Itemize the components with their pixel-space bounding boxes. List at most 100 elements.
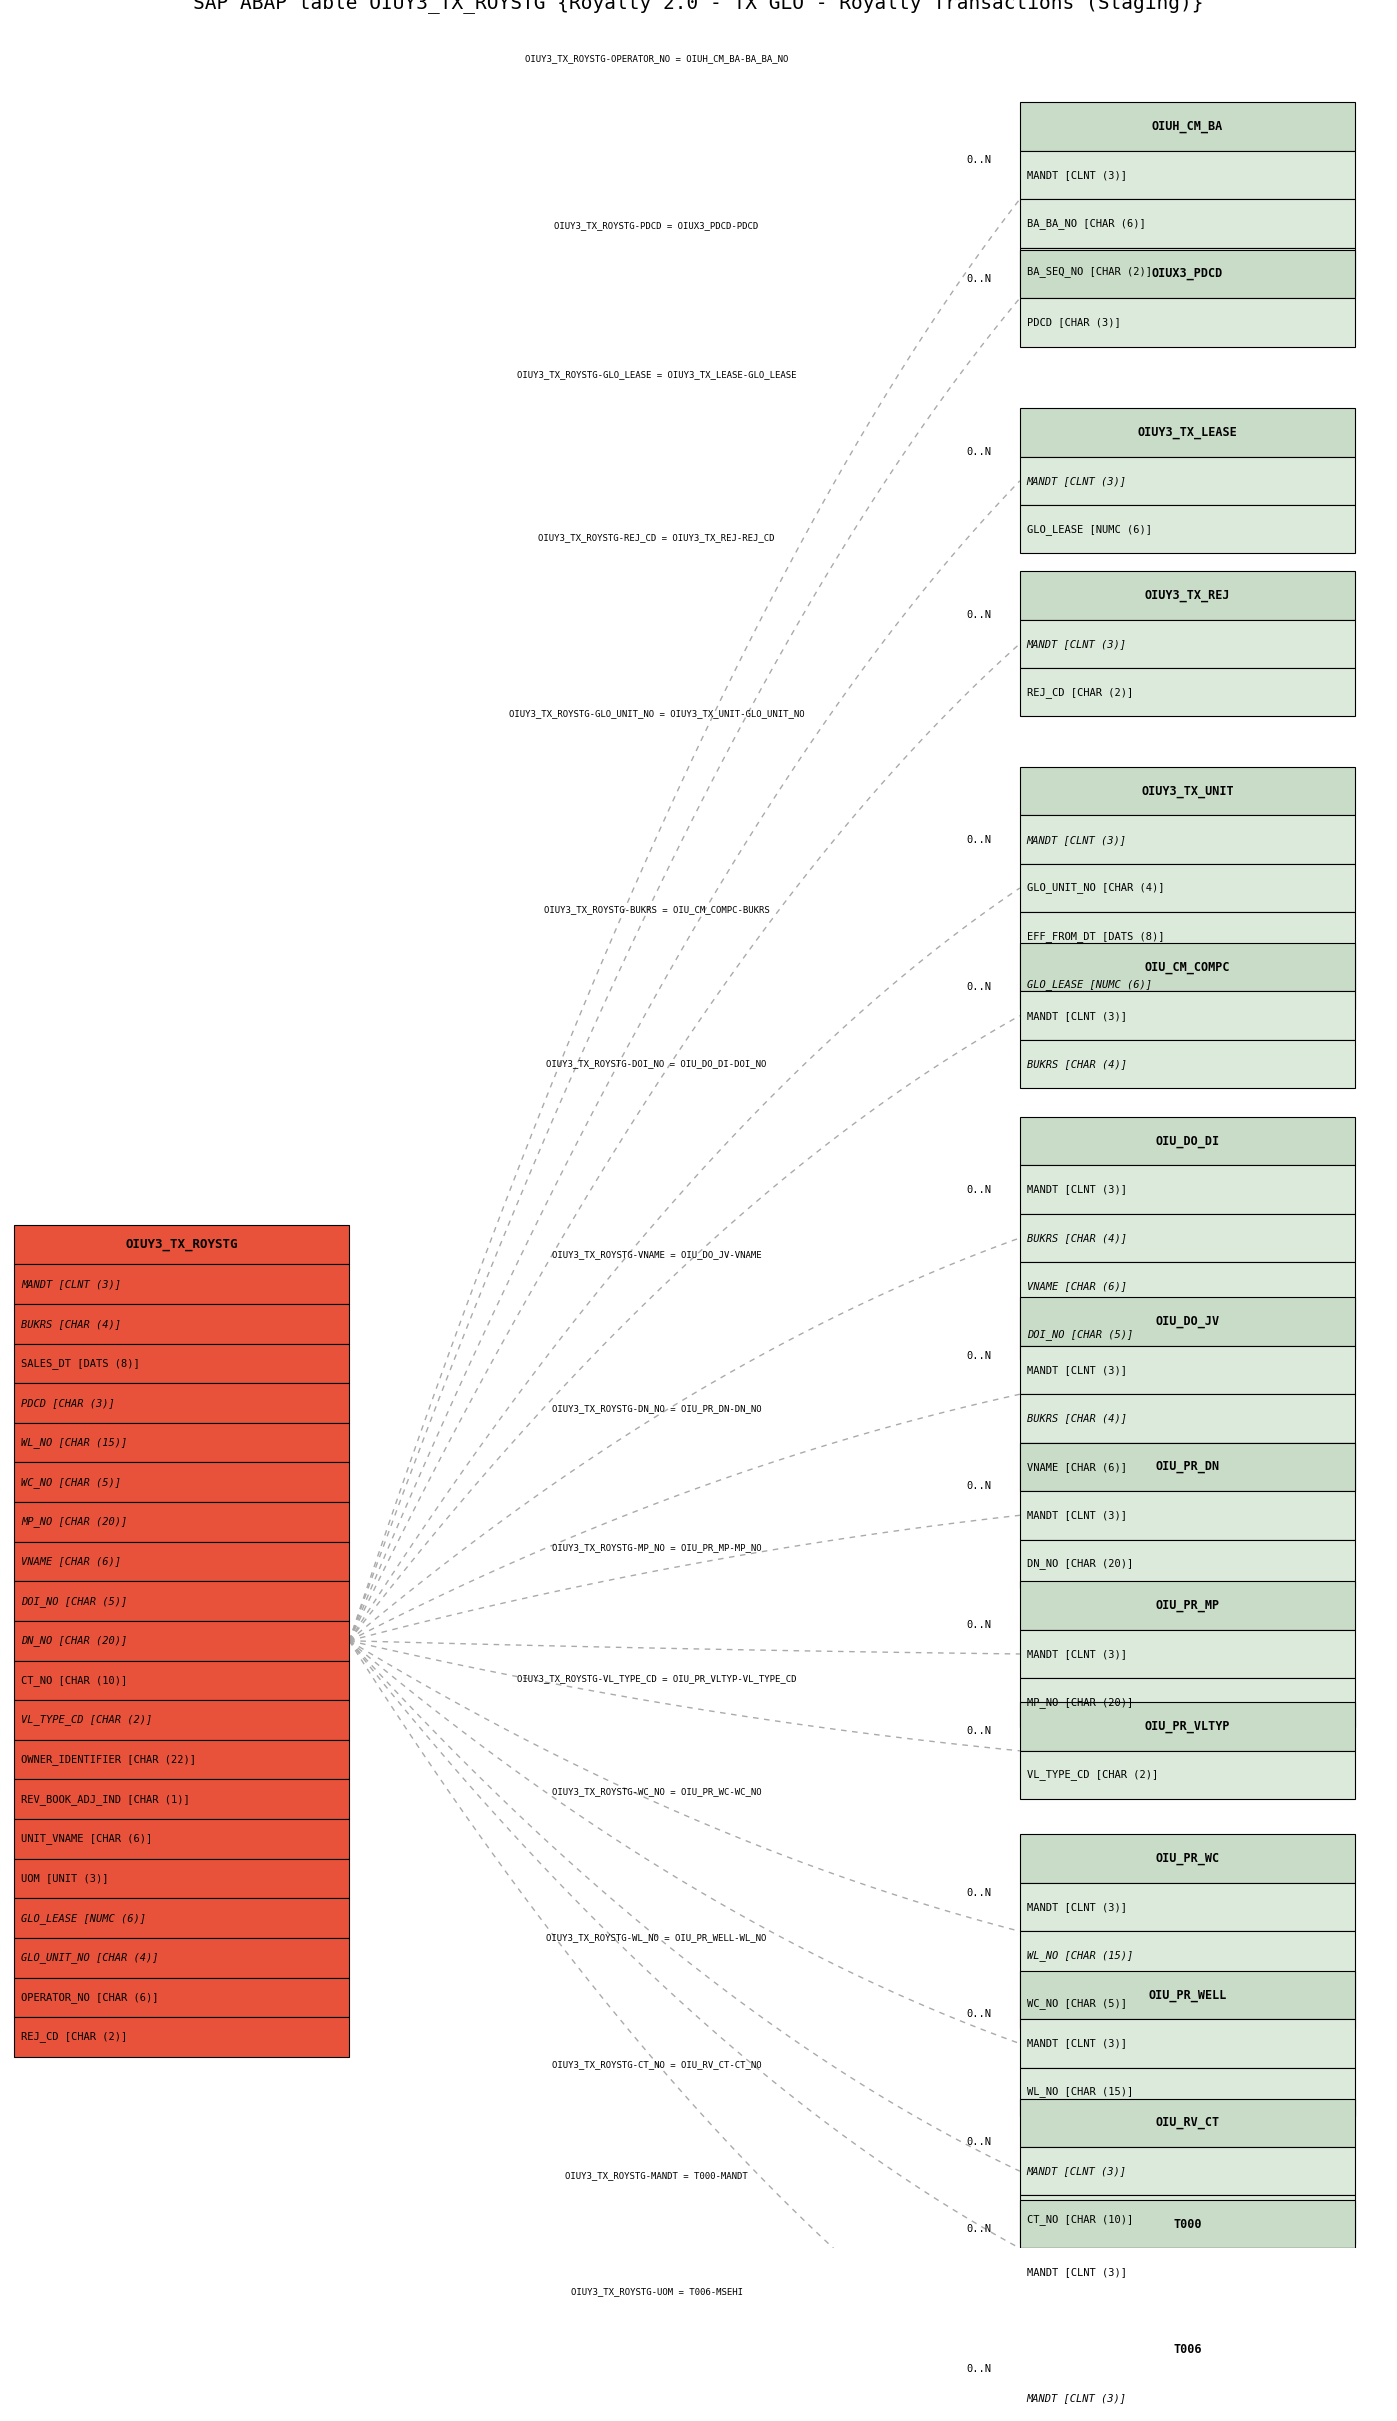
Text: DN_NO [CHAR (20)]: DN_NO [CHAR (20)] — [1027, 1559, 1133, 1569]
Text: REJ_CD [CHAR (2)]: REJ_CD [CHAR (2)] — [1027, 688, 1133, 697]
Text: BA_BA_NO [CHAR (6)]: BA_BA_NO [CHAR (6)] — [1027, 218, 1146, 228]
FancyBboxPatch shape — [14, 1264, 349, 1305]
Text: OIUY3_TX_ROYSTG-WC_NO = OIU_PR_WC-WC_NO: OIUY3_TX_ROYSTG-WC_NO = OIU_PR_WC-WC_NO — [552, 1787, 761, 1796]
Text: GLO_LEASE [NUMC (6)]: GLO_LEASE [NUMC (6)] — [1027, 523, 1151, 535]
FancyBboxPatch shape — [1020, 571, 1355, 620]
Text: CT_NO [CHAR (10)]: CT_NO [CHAR (10)] — [1027, 2215, 1133, 2225]
Text: WC_NO [CHAR (5)]: WC_NO [CHAR (5)] — [21, 1477, 122, 1489]
FancyBboxPatch shape — [1020, 1165, 1355, 1213]
Text: SALES_DT [DATS (8)]: SALES_DT [DATS (8)] — [21, 1358, 140, 1368]
Text: 0..N: 0..N — [967, 1482, 992, 1491]
FancyBboxPatch shape — [14, 1542, 349, 1581]
FancyBboxPatch shape — [14, 1382, 349, 1424]
Text: OIUY3_TX_ROYSTG-MANDT = T000-MANDT: OIUY3_TX_ROYSTG-MANDT = T000-MANDT — [566, 2172, 747, 2181]
Text: VNAME [CHAR (6)]: VNAME [CHAR (6)] — [21, 1557, 122, 1566]
FancyBboxPatch shape — [1020, 2019, 1355, 2068]
Text: GLO_UNIT_NO [CHAR (4)]: GLO_UNIT_NO [CHAR (4)] — [1027, 884, 1164, 893]
FancyBboxPatch shape — [1020, 668, 1355, 717]
Text: OIU_PR_DN: OIU_PR_DN — [1155, 1460, 1220, 1474]
Text: GLO_LEASE [NUMC (6)]: GLO_LEASE [NUMC (6)] — [21, 1913, 145, 1925]
FancyBboxPatch shape — [1020, 1629, 1355, 1678]
FancyBboxPatch shape — [1020, 2196, 1355, 2244]
FancyBboxPatch shape — [1020, 1261, 1355, 1310]
Text: OIUX3_PDCD: OIUX3_PDCD — [1151, 266, 1224, 281]
Text: OIU_CM_COMPC: OIU_CM_COMPC — [1144, 961, 1231, 973]
FancyBboxPatch shape — [1020, 1750, 1355, 1799]
Text: WL_NO [CHAR (15)]: WL_NO [CHAR (15)] — [1027, 2087, 1133, 2097]
Text: WL_NO [CHAR (15)]: WL_NO [CHAR (15)] — [21, 1438, 127, 1448]
FancyBboxPatch shape — [1020, 1932, 1355, 1980]
FancyBboxPatch shape — [14, 1622, 349, 1661]
Text: GLO_LEASE [NUMC (6)]: GLO_LEASE [NUMC (6)] — [1027, 981, 1151, 990]
Text: VNAME [CHAR (6)]: VNAME [CHAR (6)] — [1027, 1281, 1127, 1290]
Text: UOM [UNIT (3)]: UOM [UNIT (3)] — [21, 1874, 109, 1884]
FancyBboxPatch shape — [14, 1501, 349, 1542]
Text: BUKRS [CHAR (4)]: BUKRS [CHAR (4)] — [1027, 1414, 1127, 1424]
Text: DN_NO [CHAR (20)]: DN_NO [CHAR (20)] — [21, 1634, 127, 1646]
Text: VL_TYPE_CD [CHAR (2)]: VL_TYPE_CD [CHAR (2)] — [21, 1714, 152, 1726]
Text: OIUY3_TX_ROYSTG: OIUY3_TX_ROYSTG — [126, 1237, 237, 1252]
Text: 0..N: 0..N — [967, 835, 992, 845]
FancyBboxPatch shape — [1020, 1213, 1355, 1261]
Text: OPERATOR_NO [CHAR (6)]: OPERATOR_NO [CHAR (6)] — [21, 1992, 158, 2002]
FancyBboxPatch shape — [14, 1937, 349, 1978]
Text: 0..N: 0..N — [967, 1184, 992, 1194]
FancyBboxPatch shape — [1020, 1678, 1355, 1726]
FancyBboxPatch shape — [1020, 298, 1355, 346]
FancyBboxPatch shape — [1020, 2068, 1355, 2116]
Text: 0..N: 0..N — [967, 274, 992, 283]
FancyBboxPatch shape — [14, 1661, 349, 1700]
Text: OIU_PR_WC: OIU_PR_WC — [1155, 1852, 1220, 1864]
Text: MANDT [CLNT (3)]: MANDT [CLNT (3)] — [1027, 639, 1127, 649]
FancyBboxPatch shape — [1020, 944, 1355, 993]
Text: 0..N: 0..N — [967, 2138, 992, 2147]
FancyBboxPatch shape — [1020, 1581, 1355, 1629]
FancyBboxPatch shape — [1020, 864, 1355, 913]
FancyBboxPatch shape — [14, 2017, 349, 2058]
Text: 0..N: 0..N — [967, 981, 992, 993]
Text: 0..N: 0..N — [967, 2363, 992, 2375]
FancyBboxPatch shape — [1020, 2147, 1355, 2196]
Text: OIUY3_TX_REJ: OIUY3_TX_REJ — [1144, 588, 1231, 603]
FancyBboxPatch shape — [1020, 1298, 1355, 1346]
FancyBboxPatch shape — [14, 1225, 349, 1264]
Text: OIUY3_TX_ROYSTG-PDCD = OIUX3_PDCD-PDCD: OIUY3_TX_ROYSTG-PDCD = OIUX3_PDCD-PDCD — [555, 220, 759, 230]
FancyBboxPatch shape — [14, 1898, 349, 1937]
FancyBboxPatch shape — [1020, 409, 1355, 458]
Text: 0..N: 0..N — [967, 2225, 992, 2235]
Text: MANDT [CLNT (3)]: MANDT [CLNT (3)] — [21, 1278, 122, 1290]
FancyBboxPatch shape — [1020, 1443, 1355, 1491]
Text: MANDT [CLNT (3)]: MANDT [CLNT (3)] — [1027, 1365, 1127, 1375]
Text: BUKRS [CHAR (4)]: BUKRS [CHAR (4)] — [1027, 1058, 1127, 1070]
Text: BA_SEQ_NO [CHAR (2)]: BA_SEQ_NO [CHAR (2)] — [1027, 266, 1151, 276]
FancyBboxPatch shape — [1020, 2324, 1355, 2373]
Text: 0..N: 0..N — [967, 448, 992, 458]
Text: MANDT [CLNT (3)]: MANDT [CLNT (3)] — [1027, 2167, 1127, 2176]
FancyBboxPatch shape — [1020, 2201, 1355, 2249]
Text: OIU_DO_DI: OIU_DO_DI — [1155, 1135, 1220, 1148]
FancyBboxPatch shape — [1020, 1702, 1355, 1750]
Text: OIUY3_TX_ROYSTG-OPERATOR_NO = OIUH_CM_BA-BA_BA_NO: OIUY3_TX_ROYSTG-OPERATOR_NO = OIUH_CM_BA… — [525, 56, 788, 63]
FancyBboxPatch shape — [1020, 767, 1355, 816]
Text: T000: T000 — [1173, 2218, 1201, 2230]
FancyBboxPatch shape — [1020, 199, 1355, 247]
FancyBboxPatch shape — [1020, 1346, 1355, 1394]
FancyBboxPatch shape — [14, 1978, 349, 2017]
Text: GLO_UNIT_NO [CHAR (4)]: GLO_UNIT_NO [CHAR (4)] — [21, 1951, 158, 1963]
FancyBboxPatch shape — [1020, 1971, 1355, 2019]
Text: OIU_PR_MP: OIU_PR_MP — [1155, 1598, 1220, 1612]
FancyBboxPatch shape — [1020, 2373, 1355, 2421]
FancyBboxPatch shape — [1020, 1310, 1355, 1358]
Text: OIUY3_TX_ROYSTG-WL_NO = OIU_PR_WELL-WL_NO: OIUY3_TX_ROYSTG-WL_NO = OIU_PR_WELL-WL_N… — [546, 1932, 767, 1942]
FancyBboxPatch shape — [1020, 1980, 1355, 2029]
Text: MANDT [CLNT (3)]: MANDT [CLNT (3)] — [1027, 1010, 1127, 1022]
Text: OIUY3_TX_LEASE: OIUY3_TX_LEASE — [1137, 426, 1238, 438]
FancyBboxPatch shape — [1020, 2099, 1355, 2147]
Text: OIUY3_TX_ROYSTG-REJ_CD = OIUY3_TX_REJ-REJ_CD: OIUY3_TX_ROYSTG-REJ_CD = OIUY3_TX_REJ-RE… — [538, 533, 775, 542]
FancyBboxPatch shape — [1020, 150, 1355, 199]
FancyBboxPatch shape — [1020, 1884, 1355, 1932]
Text: MP_NO [CHAR (20)]: MP_NO [CHAR (20)] — [1027, 1697, 1133, 1707]
Text: BUKRS [CHAR (4)]: BUKRS [CHAR (4)] — [1027, 1232, 1127, 1242]
Text: OIUY3_TX_ROYSTG-VL_TYPE_CD = OIU_PR_VLTYP-VL_TYPE_CD: OIUY3_TX_ROYSTG-VL_TYPE_CD = OIU_PR_VLTY… — [517, 1673, 796, 1683]
FancyBboxPatch shape — [14, 1462, 349, 1501]
